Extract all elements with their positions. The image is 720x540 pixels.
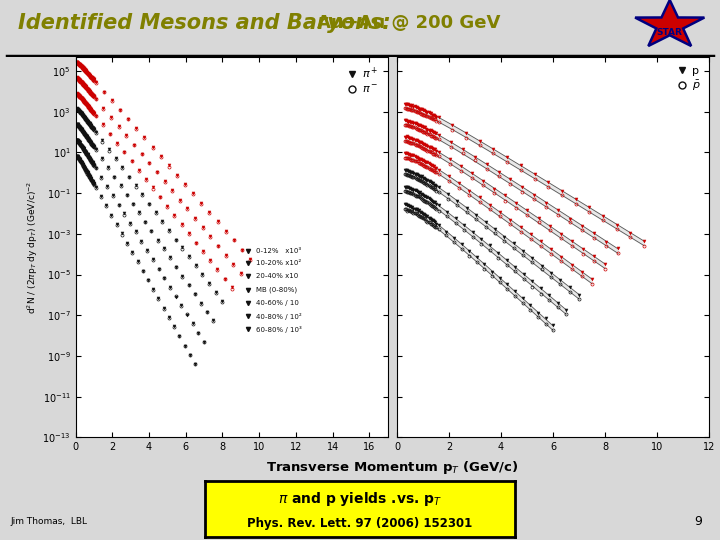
Text: 60-80% / 10³: 60-80% / 10³ [256,326,301,333]
Text: 9: 9 [694,515,702,528]
Text: 0-12%   x10³: 0-12% x10³ [256,247,301,254]
Legend: p, $\bar{p}$: p, $\bar{p}$ [674,62,703,97]
Text: 40-60% / 10: 40-60% / 10 [256,300,298,306]
Text: Au+Au @ 200 GeV: Au+Au @ 200 GeV [317,14,500,32]
Text: STAR: STAR [657,28,683,37]
Text: 20-40% x10: 20-40% x10 [256,273,298,280]
Text: Transverse Momentum p$_{T}$ (GeV/c): Transverse Momentum p$_{T}$ (GeV/c) [266,458,518,476]
Legend: $\pi^+$, $\pi^-$: $\pi^+$, $\pi^-$ [345,62,382,99]
Text: Jim Thomas,  LBL: Jim Thomas, LBL [11,517,88,525]
Text: 40-80% / 10²: 40-80% / 10² [256,313,301,320]
Text: $\pi$ and p yields .vs. p$_{T}$: $\pi$ and p yields .vs. p$_{T}$ [278,490,442,508]
Y-axis label: d$^{2}$N / (2$\pi$p$_{T}$ dy dp$_{T}$) (GeV/c)$^{-2}$: d$^{2}$N / (2$\pi$p$_{T}$ dy dp$_{T}$) (… [25,180,40,314]
Text: MB (0-80%): MB (0-80%) [256,286,297,293]
Text: 10-20% x10²: 10-20% x10² [256,260,301,266]
Text: Phys. Rev. Lett. 97 (2006) 152301: Phys. Rev. Lett. 97 (2006) 152301 [248,517,472,530]
Text: Identified Mesons and Baryons:: Identified Mesons and Baryons: [18,12,391,33]
Polygon shape [635,0,704,46]
